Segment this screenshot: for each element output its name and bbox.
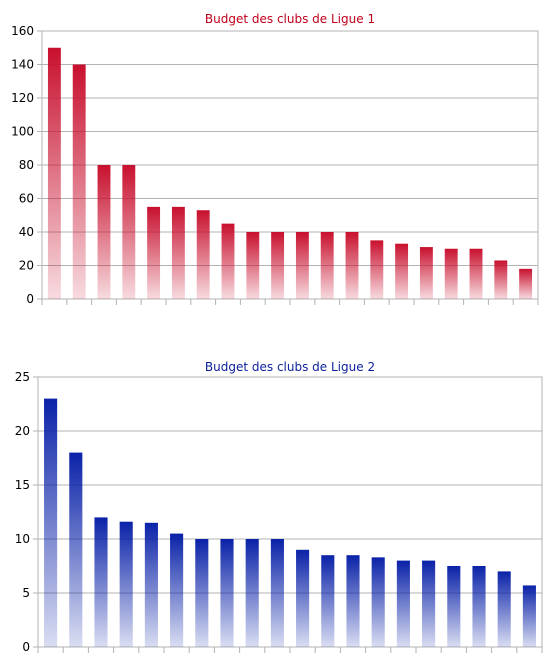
bar xyxy=(47,47,61,299)
bar xyxy=(522,585,536,647)
y-tick-label: 10 xyxy=(15,532,30,546)
y-tick-label: 0 xyxy=(22,640,30,654)
bar xyxy=(196,210,210,299)
y-tick-label: 100 xyxy=(11,125,34,139)
y-tick-label: 120 xyxy=(11,91,34,105)
y-tick-label: 40 xyxy=(19,225,34,239)
y-tick-label: 5 xyxy=(22,586,30,600)
bar xyxy=(321,555,335,647)
y-tick-label: 140 xyxy=(11,58,34,72)
bar xyxy=(94,517,108,647)
y-tick-label: 20 xyxy=(19,259,34,273)
y-tick-label: 80 xyxy=(19,158,34,172)
bar xyxy=(396,560,410,647)
y-tick-label: 160 xyxy=(11,24,34,38)
chart-title: Budget des clubs de Ligue 2 xyxy=(205,360,375,374)
chart-ligue-2-svg: Budget des clubs de Ligue 2 0 5 10 15 20 25 xyxy=(15,360,543,654)
bar xyxy=(346,555,360,647)
y-tick-label: 20 xyxy=(15,424,30,438)
bar xyxy=(296,549,310,647)
bar xyxy=(246,232,260,299)
bar xyxy=(195,539,209,647)
bar xyxy=(519,268,533,299)
chart-ligue-1: Budget des clubs de Ligue 1 0 20 40 60 80 100 1… xyxy=(0,0,550,320)
bar xyxy=(444,248,458,299)
bar xyxy=(220,539,234,647)
bar xyxy=(497,571,511,647)
bar xyxy=(245,539,259,647)
bar xyxy=(419,247,433,299)
bar xyxy=(494,260,508,299)
bar xyxy=(270,539,284,647)
bar xyxy=(395,243,409,299)
bar xyxy=(295,232,309,299)
bar xyxy=(447,566,461,647)
bar xyxy=(72,64,86,299)
bar xyxy=(320,232,334,299)
chart-ligue-1-svg: Budget des clubs de Ligue 1 0 20 40 60 80 100 1… xyxy=(11,12,539,306)
bar xyxy=(472,566,486,647)
bar xyxy=(144,522,158,647)
y-tick-label: 0 xyxy=(26,292,34,306)
bar xyxy=(122,165,136,299)
chart-ligue-2: Budget des clubs de Ligue 2 0 5 10 15 20 25 xyxy=(0,350,550,664)
bar xyxy=(171,206,185,299)
bar xyxy=(69,452,83,647)
bar xyxy=(271,232,285,299)
bar xyxy=(221,223,235,299)
bar xyxy=(469,248,483,299)
bar xyxy=(119,521,133,647)
bar xyxy=(422,560,436,647)
bar xyxy=(44,398,58,647)
y-tick-label: 60 xyxy=(19,192,34,206)
bar xyxy=(170,533,184,647)
plot-area xyxy=(37,376,543,648)
y-tick-label: 25 xyxy=(15,370,30,384)
bar xyxy=(371,557,385,647)
y-tick-label: 15 xyxy=(15,478,30,492)
bar xyxy=(97,165,111,299)
chart-title: Budget des clubs de Ligue 1 xyxy=(205,12,375,26)
bar xyxy=(147,206,161,299)
bar xyxy=(345,232,359,299)
bar xyxy=(370,240,384,299)
